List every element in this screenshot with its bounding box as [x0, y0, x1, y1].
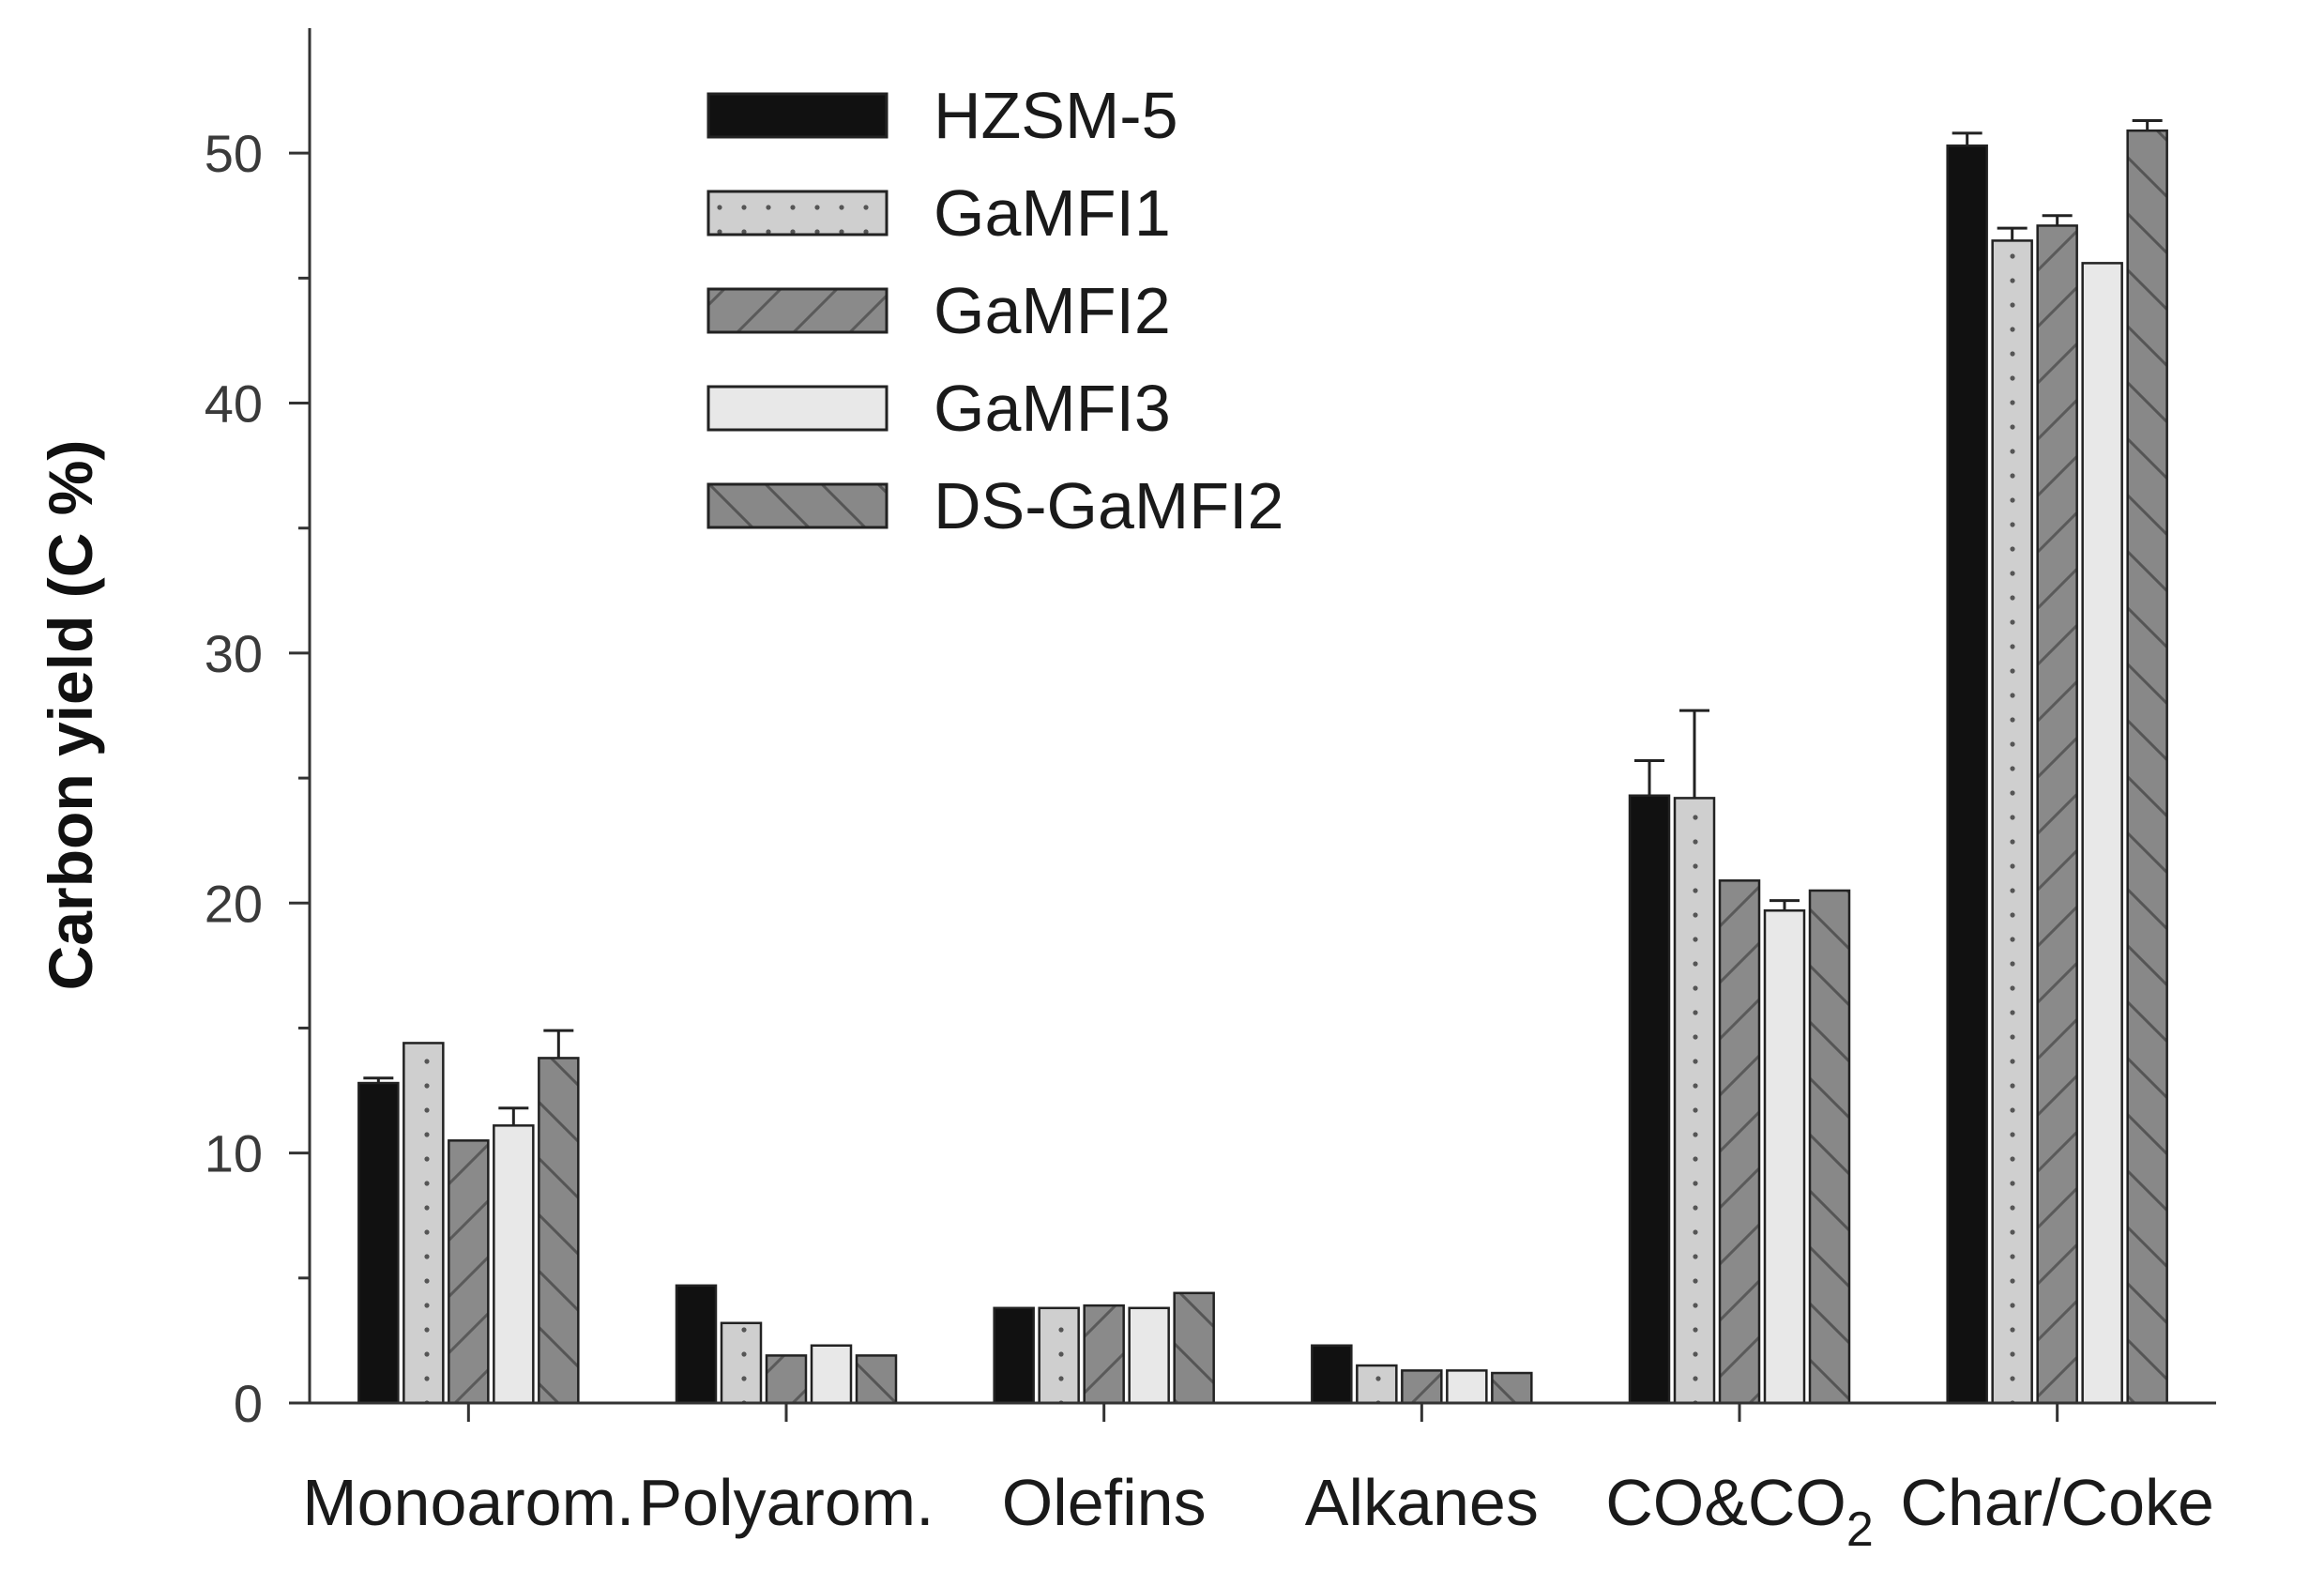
x-category-label: Olefins	[1002, 1466, 1207, 1539]
legend-swatch	[706, 92, 889, 139]
x-category-label: Monoarom.	[302, 1466, 634, 1539]
y-tick-label: 30	[205, 624, 263, 683]
legend-swatch	[706, 190, 889, 236]
bar	[448, 1139, 490, 1405]
bar	[720, 1321, 763, 1405]
y-tick-label: 40	[205, 374, 263, 434]
bar	[675, 1284, 718, 1405]
bar	[1173, 1291, 1215, 1405]
legend-label: GaMFI1	[934, 176, 1171, 250]
bar	[1763, 909, 1806, 1405]
y-tick-label: 20	[205, 874, 263, 933]
bar	[993, 1306, 1035, 1405]
bar	[1311, 1344, 1353, 1405]
bar	[1808, 889, 1851, 1405]
x-category-label: Char/Coke	[1900, 1466, 2214, 1539]
legend-swatch	[706, 482, 889, 529]
bar	[1401, 1369, 1443, 1405]
bar	[538, 1057, 580, 1405]
bar	[1718, 879, 1761, 1405]
y-tick-label: 10	[205, 1124, 263, 1183]
legend-swatch	[706, 287, 889, 334]
bar	[1038, 1306, 1080, 1405]
legend-label: HZSM-5	[934, 79, 1178, 152]
bar	[855, 1354, 898, 1405]
bar	[1446, 1369, 1488, 1405]
bar	[2081, 262, 2123, 1405]
bar	[1491, 1371, 1533, 1405]
y-tick-label: 50	[205, 124, 263, 183]
bar	[1628, 794, 1671, 1405]
legend-label: DS-GaMFI2	[934, 469, 1284, 542]
bar	[1673, 797, 1716, 1405]
bar	[1356, 1364, 1398, 1405]
bar	[765, 1354, 808, 1405]
bar	[1083, 1304, 1125, 1405]
legend-label: GaMFI3	[934, 372, 1171, 445]
bar	[357, 1081, 400, 1405]
legend: HZSM-5 GaMFI1 GaMFI2 GaMFI3 DS-GaMFI2	[706, 79, 1284, 542]
bar	[1128, 1306, 1170, 1405]
bar	[1946, 144, 1988, 1405]
bar	[810, 1344, 853, 1405]
x-category-label: CO&CO2	[1605, 1466, 1874, 1557]
bar	[2126, 129, 2168, 1405]
bar	[493, 1124, 535, 1405]
y-axis-title: Carbon yield (C %)	[36, 440, 105, 991]
bar	[403, 1042, 445, 1405]
bar	[1991, 239, 2033, 1405]
bar	[2036, 224, 2078, 1405]
y-tick-label: 0	[234, 1374, 263, 1433]
legend-swatch	[706, 385, 889, 432]
x-category-label: Alkanes	[1305, 1466, 1539, 1539]
axes-group: 0 10 20 30 40 50 Monoarom. Polyarom. Olefins Alka…	[205, 28, 2216, 1557]
bars-group	[357, 119, 2168, 1405]
legend-label: GaMFI2	[934, 274, 1171, 347]
x-category-label: Polyarom.	[638, 1466, 934, 1539]
